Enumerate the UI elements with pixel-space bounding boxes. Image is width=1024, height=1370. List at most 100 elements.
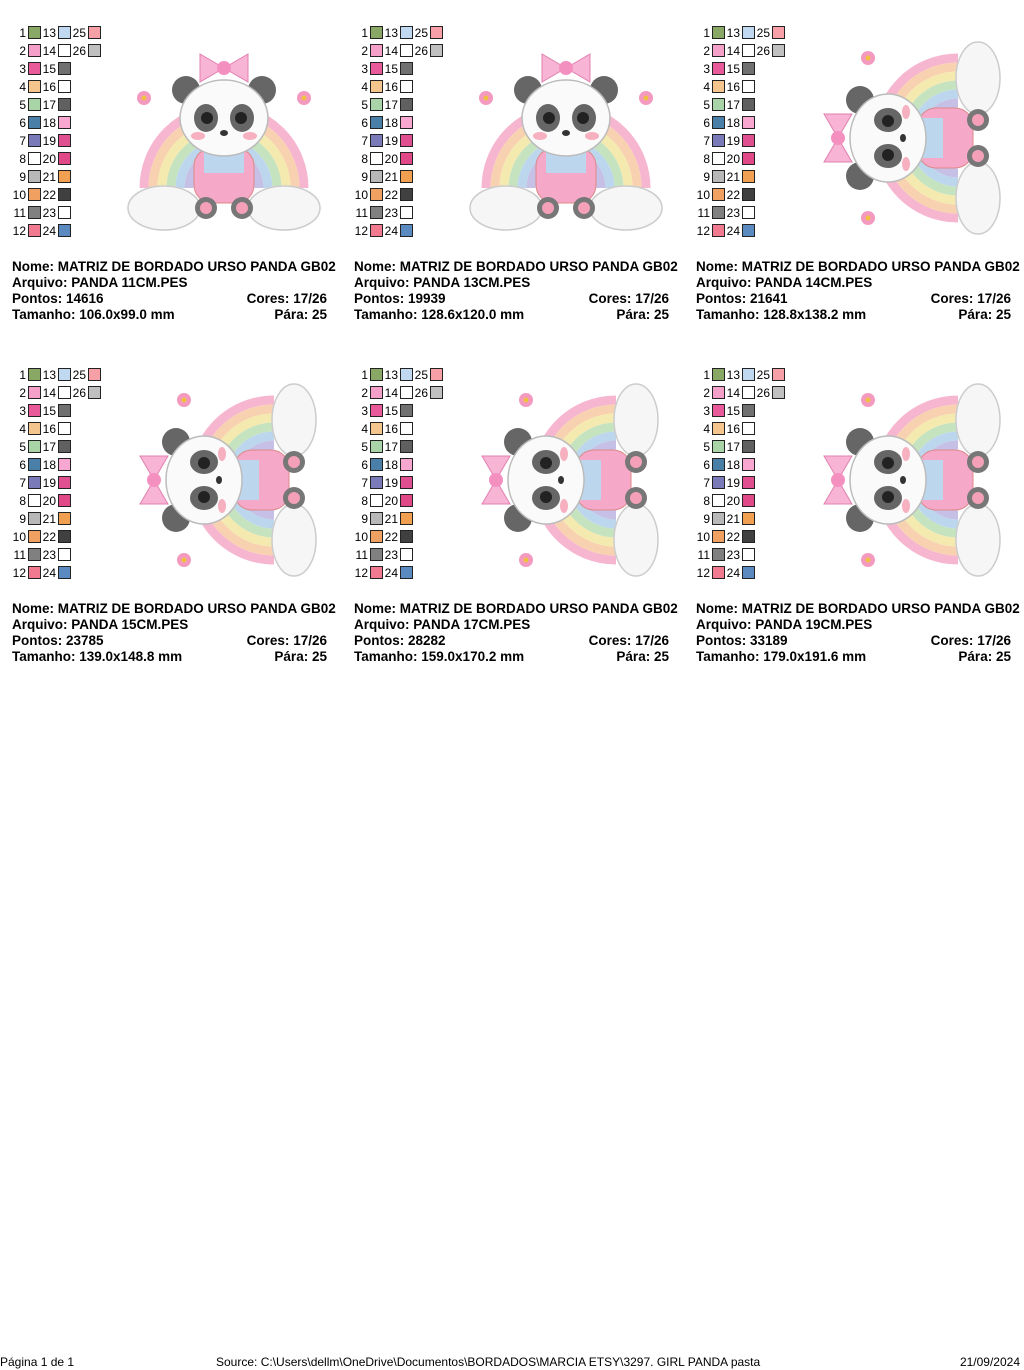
color-number: 18 (384, 116, 398, 130)
design-preview (118, 28, 330, 248)
size-label: Tamanho: (696, 649, 760, 664)
color-swatch (772, 386, 785, 399)
color-swatch (712, 62, 725, 75)
color-number: 7 (703, 134, 710, 148)
stops-line: Pára: 25 (616, 649, 669, 665)
file-line: Arquivo: PANDA 13CM.PES (354, 275, 530, 291)
color-swatch (58, 368, 71, 381)
color-swatch (712, 530, 725, 543)
color-swatch (400, 494, 413, 507)
color-number: 14 (726, 386, 740, 400)
color-number: 11 (13, 548, 26, 562)
color-number: 8 (361, 152, 368, 166)
color-number: 9 (361, 512, 368, 526)
color-number: 5 (703, 440, 710, 454)
color-number: 24 (42, 566, 56, 580)
colors-value: 17/26 (635, 291, 669, 306)
stops-value: 25 (653, 649, 669, 664)
color-number: 5 (19, 440, 26, 454)
color-number: 17 (42, 440, 56, 454)
name-label: Nome: (354, 259, 397, 274)
color-swatch (370, 98, 383, 111)
color-number: 18 (726, 116, 740, 130)
color-swatch (28, 26, 41, 39)
color-swatch (58, 206, 71, 219)
name-label: Nome: (12, 259, 55, 274)
color-number: 14 (42, 386, 56, 400)
color-swatch (370, 134, 383, 147)
color-swatch (370, 530, 383, 543)
color-swatch (742, 458, 755, 471)
color-number: 17 (384, 440, 398, 454)
color-number: 24 (726, 566, 740, 580)
color-number: 11 (355, 548, 368, 562)
color-number: 2 (361, 386, 368, 400)
color-swatch (370, 386, 383, 399)
color-number: 14 (384, 386, 398, 400)
color-number: 1 (361, 368, 368, 382)
color-swatch (28, 440, 41, 453)
color-swatch (370, 26, 383, 39)
colors-label: Cores: (930, 633, 974, 648)
color-number: 1 (19, 368, 26, 382)
file-line: Arquivo: PANDA 17CM.PES (354, 617, 530, 633)
color-swatch (742, 170, 755, 183)
color-number: 13 (384, 26, 398, 40)
colors-label: Cores: (930, 291, 974, 306)
color-swatch (58, 170, 71, 183)
name-line: Nome: MATRIZ DE BORDADO URSO PANDA GB02 (696, 259, 1020, 275)
color-swatch (58, 548, 71, 561)
stops-line: Pára: 25 (616, 307, 669, 323)
color-number: 26 (414, 44, 428, 58)
color-number: 19 (384, 134, 398, 148)
size-line: Tamanho: 106.0x99.0 mm (12, 307, 175, 323)
color-swatch (742, 422, 755, 435)
color-swatch (28, 152, 41, 165)
color-swatch (742, 512, 755, 525)
color-swatch (400, 368, 413, 381)
color-swatch (400, 566, 413, 579)
color-swatch (742, 494, 755, 507)
color-number: 22 (384, 188, 398, 202)
name-line: Nome: MATRIZ DE BORDADO URSO PANDA GB02 (354, 601, 678, 617)
color-swatch (742, 404, 755, 417)
stitches-label: Pontos: (354, 633, 405, 648)
file-value: PANDA 15CM.PES (71, 617, 189, 632)
color-swatch (400, 62, 413, 75)
stops-line: Pára: 25 (958, 307, 1011, 323)
color-number: 10 (12, 530, 26, 544)
color-swatch (400, 476, 413, 489)
color-swatch (742, 152, 755, 165)
color-number: 9 (19, 512, 26, 526)
stitches-label: Pontos: (12, 291, 63, 306)
color-number: 16 (42, 80, 56, 94)
color-number: 4 (361, 80, 368, 94)
color-swatch (28, 476, 41, 489)
design-card: 1 2 3 4 5 6 7 8 9 10 11 12 13 14 15 16 17 18 19 20 21 22 23 24 2… (12, 26, 354, 326)
color-number: 5 (361, 98, 368, 112)
stops-line: Pára: 25 (958, 649, 1011, 665)
color-swatch (712, 548, 725, 561)
color-number: 20 (42, 494, 56, 508)
colors-value: 17/26 (293, 291, 327, 306)
color-swatch (742, 188, 755, 201)
color-swatch (712, 80, 725, 93)
design-card: 1 2 3 4 5 6 7 8 9 10 11 12 13 14 15 16 17 18 19 20 21 22 23 24 2… (696, 26, 1024, 326)
color-swatch (430, 26, 443, 39)
file-label: Arquivo: (12, 275, 68, 290)
color-number: 15 (384, 404, 398, 418)
color-swatch (712, 206, 725, 219)
color-swatch (712, 152, 725, 165)
color-number: 17 (726, 98, 740, 112)
color-number: 11 (355, 206, 368, 220)
color-swatch (28, 62, 41, 75)
size-line: Tamanho: 139.0x148.8 mm (12, 649, 182, 665)
name-value: MATRIZ DE BORDADO URSO PANDA GB02 (57, 601, 336, 616)
color-swatch (28, 188, 41, 201)
color-swatch (400, 206, 413, 219)
design-preview (460, 28, 672, 248)
color-number: 22 (42, 530, 56, 544)
design-card: 1 2 3 4 5 6 7 8 9 10 11 12 13 14 15 16 17 18 19 20 21 22 23 24 2… (12, 368, 354, 668)
color-number: 1 (19, 26, 26, 40)
color-swatch (28, 566, 41, 579)
